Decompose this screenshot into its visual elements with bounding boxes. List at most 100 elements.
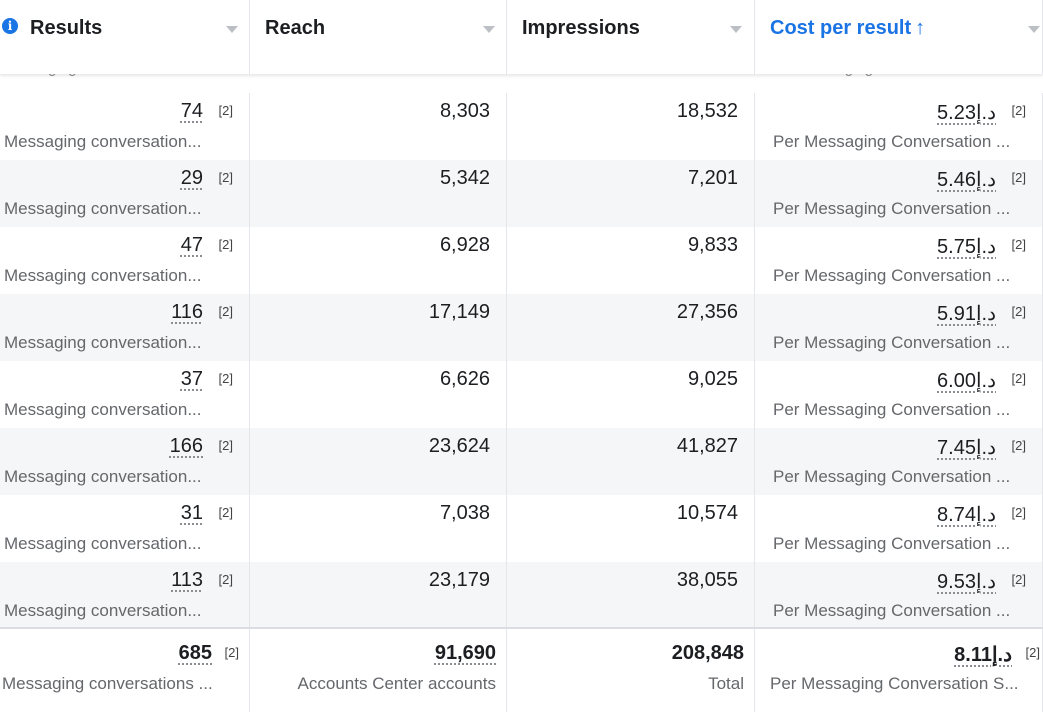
reference-marker: [2] [218,103,233,118]
cost-subtitle: Per Messaging Conversation ... [773,266,1011,285]
reach-total[interactable]: 91,690 [434,642,496,664]
cost-cell: د.إ9.53 [2] Per Messaging Conversation .… [756,562,1043,629]
chevron-down-icon[interactable] [1028,26,1040,33]
results-cell: 116 [2] Messaging conversation... [0,294,250,361]
cost-subtitle: Per Messaging Conversation ... [773,199,1011,218]
results-subtitle: Messaging conversation... [4,132,202,151]
reference-marker: [2] [218,572,233,587]
reference-marker: [2] [218,371,233,386]
reach-cell: 23,179 [251,562,507,629]
results-cell: 166 [2] Messaging conversation... [0,428,250,495]
reference-marker: [2] [1011,371,1026,386]
results-value[interactable]: 29 [180,167,203,189]
reach-cell: 17,149 [251,294,507,361]
table-row[interactable]: 116 [2] Messaging conversation... 17,149… [0,294,1043,361]
column-header-impressions[interactable]: Impressions [508,0,755,74]
results-value[interactable]: 74 [180,100,203,122]
results-value[interactable]: 37 [180,368,203,390]
results-value[interactable]: 166 [169,435,203,457]
reach-cell: 6,928 [251,227,507,294]
results-subtitle: Messaging conversation... [4,333,202,352]
results-value[interactable]: 31 [180,502,203,524]
reference-marker: [2] [218,170,233,185]
impressions-cell: 9,833 [508,227,755,294]
reach-value: 6,928 [439,234,490,256]
reach-value: 6,626 [439,368,490,390]
impressions-cell: 38,055 [508,562,755,629]
cost-value[interactable]: د.إ5.46 [937,169,996,191]
cost-value[interactable]: د.إ9.53 [937,571,996,593]
cost-cell: د.إ5.75 [2] Per Messaging Conversation .… [756,227,1043,294]
impressions-cell: 9,025 [508,361,755,428]
column-header-reach[interactable]: Reach [251,0,507,74]
results-value[interactable]: 113 [171,569,203,591]
reach-cell: 7,038 [251,495,507,562]
results-value[interactable]: 47 [180,234,203,256]
impressions-value: 41,827 [676,435,738,457]
cost-subtitle: Per Messaging Conversation ... [773,333,1011,352]
table-row[interactable]: 31 [2] Messaging conversation... 7,038 1… [0,495,1043,562]
cost-total-subtitle: Per Messaging Conversation S... [770,674,1019,693]
reach-value: 17,149 [428,301,490,323]
chevron-down-icon[interactable] [730,26,742,33]
table-row[interactable]: 166 [2] Messaging conversation... 23,624… [0,428,1043,495]
impressions-cell: 27,356 [508,294,755,361]
column-label-results: Results [30,17,103,39]
results-subtitle: Messaging conversation... [4,199,202,218]
cost-value[interactable]: د.إ6.00 [937,370,996,392]
impressions-value: 9,025 [687,368,738,390]
cost-value[interactable]: د.إ7.45 [937,437,996,459]
results-subtitle: Messaging conversation... [4,534,202,553]
impressions-total-cell: 208,848 Total [508,629,755,712]
info-icon[interactable]: i [2,18,18,34]
cost-cell: د.إ6.00 [2] Per Messaging Conversation .… [756,361,1043,428]
reach-value: 8,303 [439,100,490,122]
cost-value[interactable]: د.إ5.75 [937,236,996,258]
results-total[interactable]: 685 [178,642,212,664]
reference-marker: [2] [1011,572,1026,587]
column-label-impressions: Impressions [522,17,640,39]
column-header-results[interactable]: i Results [0,0,250,74]
reference-marker: [2] [218,304,233,319]
cost-subtitle: Per Messaging Conversation ... [773,534,1011,553]
reach-value: 23,624 [428,435,490,457]
table-row[interactable]: 47 [2] Messaging conversation... 6,928 9… [0,227,1043,294]
table-row[interactable]: 113 [2] Messaging conversation... 23,179… [0,562,1043,629]
reach-value: 23,179 [428,569,490,591]
results-cell: 74 [2] Messaging conversation... [0,93,250,160]
table-row[interactable]: 74 [2] Messaging conversation... 8,303 1… [0,93,1043,160]
cost-value[interactable]: د.إ5.23 [937,102,996,124]
reference-marker: [2] [1011,170,1026,185]
impressions-total: 208,848 [671,642,744,664]
results-cell: 37 [2] Messaging conversation... [0,361,250,428]
reach-cell: 5,342 [251,160,507,227]
table-row[interactable]: 29 [2] Messaging conversation... 5,342 7… [0,160,1043,227]
reference-marker: [2] [1011,505,1026,520]
reference-marker: [2] [1011,103,1026,118]
cost-total[interactable]: د.إ8.11 [954,644,1012,666]
cost-subtitle: Per Messaging Conversation ... [773,467,1011,486]
reach-value: 7,038 [439,502,490,524]
impressions-value: 27,356 [676,301,738,323]
sort-ascending-icon[interactable]: ↑ [915,17,926,39]
reference-marker: [2] [1025,645,1040,660]
results-total-cell: 685 [2] Messaging conversations ... [0,629,250,712]
impressions-cell: 18,532 [508,93,755,160]
cost-value[interactable]: د.إ8.74 [937,504,996,526]
cost-cell: د.إ5.46 [2] Per Messaging Conversation .… [756,160,1043,227]
results-value[interactable]: 116 [171,301,203,323]
impressions-value: 18,532 [676,100,738,122]
reference-marker: [2] [224,645,239,660]
impressions-cell: 10,574 [508,495,755,562]
reach-cell: 8,303 [251,93,507,160]
table-row[interactable]: 37 [2] Messaging conversation... 6,626 9… [0,361,1043,428]
chevron-down-icon[interactable] [483,26,495,33]
reference-marker: [2] [1011,237,1026,252]
column-label-cost-per-result: Cost per result [770,17,912,39]
cost-cell: د.إ5.23 [2] Per Messaging Conversation .… [756,93,1043,160]
impressions-value: 9,833 [687,234,738,256]
chevron-down-icon[interactable] [226,26,238,33]
cost-value[interactable]: د.إ5.91 [937,303,996,325]
column-header-cost-per-result[interactable]: Cost per result ↑ [756,0,1043,74]
